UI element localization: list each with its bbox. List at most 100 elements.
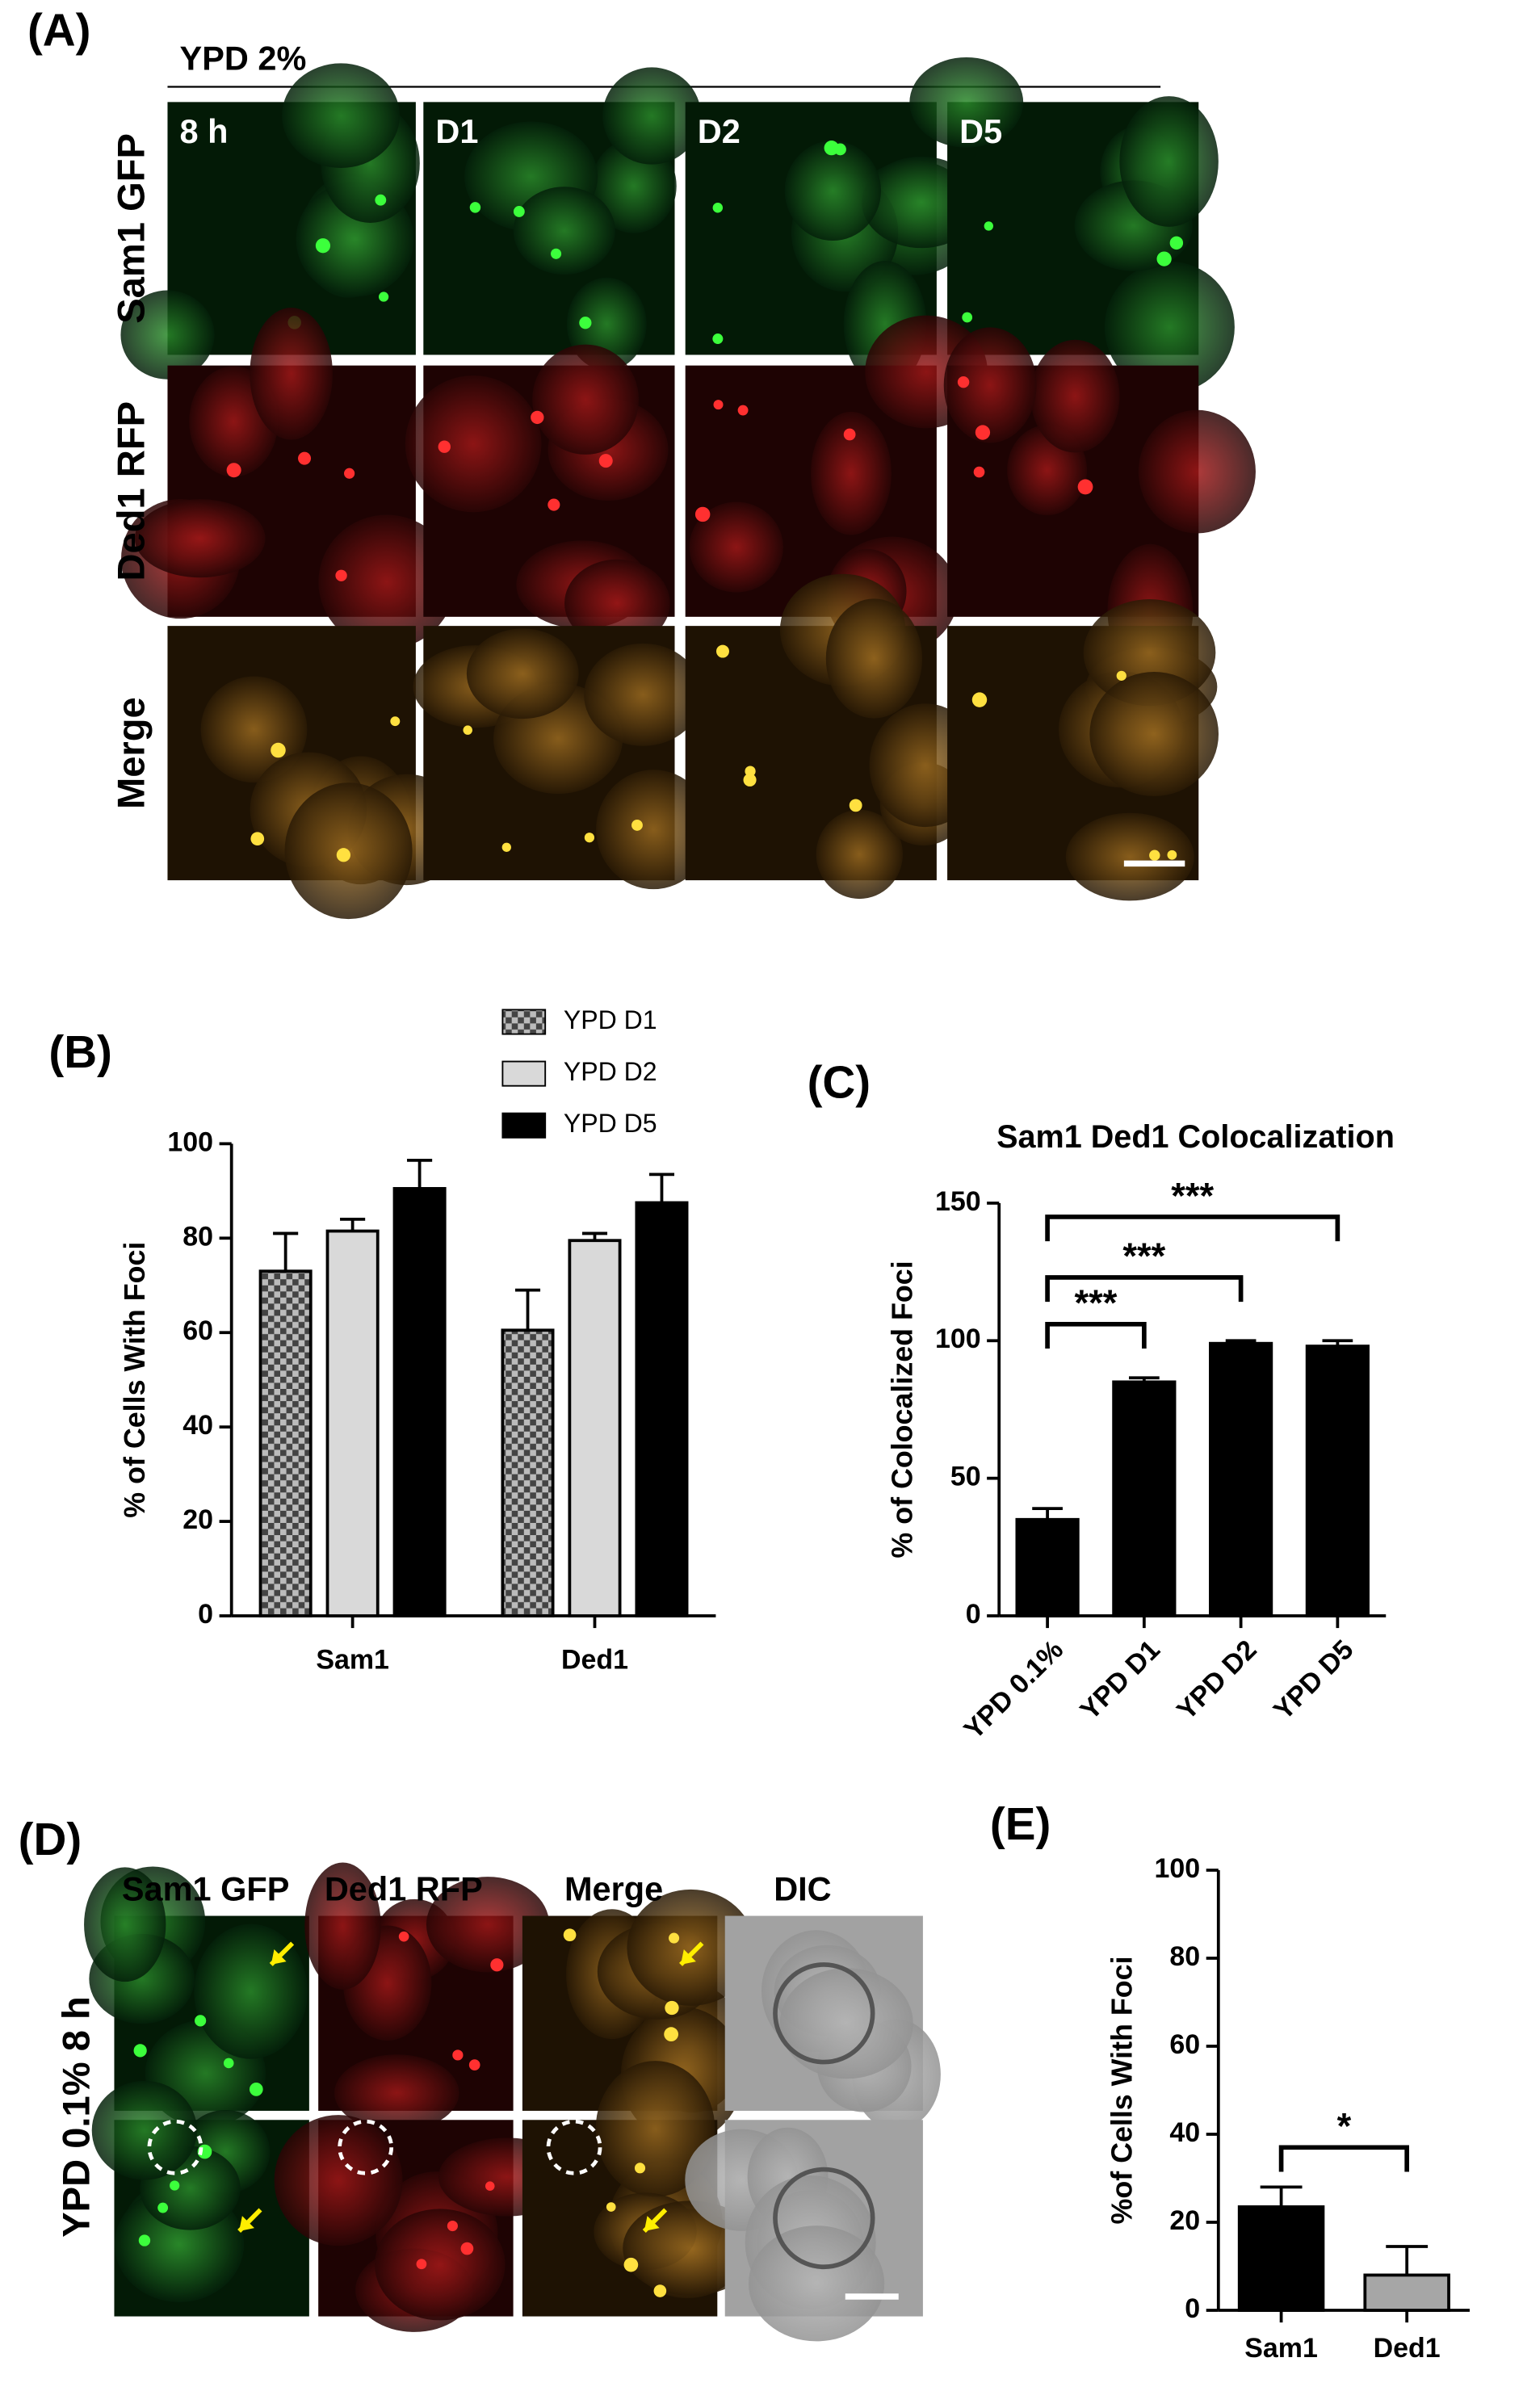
focus — [653, 2284, 667, 2297]
bar — [325, 1229, 380, 1617]
cell — [816, 809, 903, 900]
y-tick-label: 150 — [935, 1186, 981, 1217]
significance-bracket — [1045, 1214, 1340, 1242]
focus — [157, 2202, 169, 2213]
x-tick-label: Sam1 — [1244, 2333, 1318, 2364]
cell-outline — [773, 2167, 875, 2270]
focus — [743, 773, 757, 787]
focus — [962, 312, 973, 323]
focus — [271, 742, 286, 758]
column-label: D2 — [698, 112, 741, 150]
row-label: Merge — [109, 697, 152, 809]
focus — [1169, 236, 1184, 250]
y-tick-label: 80 — [183, 1221, 213, 1252]
focus — [664, 2027, 679, 2042]
focus — [1167, 850, 1177, 860]
focus — [249, 2083, 263, 2096]
cell — [304, 1862, 381, 1990]
bar — [568, 1239, 622, 1617]
focus — [551, 248, 562, 259]
focus — [460, 2242, 474, 2255]
y-axis-label: %of Cells With Foci — [1106, 1956, 1138, 2224]
cell — [602, 67, 702, 165]
bar — [1237, 2205, 1325, 2312]
panel-a-header: YPD 2% — [180, 39, 307, 77]
cell — [825, 598, 923, 719]
focus — [1149, 850, 1160, 861]
y-tick-label: 40 — [1169, 2117, 1200, 2148]
cell — [84, 1867, 166, 1982]
focus — [298, 451, 312, 465]
bar — [258, 1269, 313, 1617]
focus — [485, 2181, 495, 2191]
y-tick-label: 40 — [183, 1410, 213, 1441]
cell — [532, 344, 640, 455]
cell — [909, 57, 1024, 148]
significance-bracket — [1045, 1322, 1147, 1349]
chart-title: Sam1 Ded1 Colocalization — [996, 1119, 1395, 1155]
cell — [1065, 812, 1194, 901]
focus — [713, 400, 724, 410]
highlight-circle — [546, 2119, 602, 2175]
arrow-head — [644, 2216, 660, 2231]
x-tick-label: Ded1 — [1374, 2333, 1441, 2364]
focus — [170, 2180, 180, 2191]
focus — [378, 292, 389, 302]
focus — [336, 848, 351, 862]
focus — [971, 692, 988, 707]
focus — [416, 2259, 427, 2270]
focus — [133, 2044, 147, 2058]
focus — [975, 425, 991, 440]
cell — [405, 375, 542, 513]
legend-label: YPD D2 — [564, 1057, 657, 1086]
x-tick-label: YPD D2 — [1171, 1634, 1263, 1726]
focus — [694, 506, 711, 522]
cell — [810, 411, 892, 535]
focus — [669, 1932, 680, 1944]
arrow-head — [271, 1949, 287, 1965]
focus — [584, 833, 595, 843]
significance-bracket — [1278, 2145, 1410, 2172]
cell — [426, 1877, 550, 1973]
x-tick-label: Sam1 — [316, 1645, 389, 1676]
column-label: D5 — [959, 112, 1002, 150]
cell — [595, 2061, 715, 2197]
cell — [91, 2080, 197, 2180]
focus — [138, 2234, 151, 2246]
arrow-head — [681, 1949, 696, 1965]
y-tick-label: 100 — [1155, 1853, 1201, 1884]
focus — [598, 454, 613, 468]
y-axis-label: % of Colocalized Foci — [887, 1261, 919, 1558]
significance-label: *** — [1171, 1175, 1214, 1216]
y-tick-label: 0 — [1185, 2293, 1200, 2324]
focus — [513, 206, 525, 217]
panel-label: (C) — [808, 1057, 871, 1108]
x-tick-label: YPD D1 — [1074, 1634, 1166, 1726]
focus — [468, 2059, 480, 2070]
focus — [1077, 479, 1093, 495]
row-label: Sam1 GFP — [109, 133, 152, 324]
focus — [452, 2049, 464, 2061]
focus — [606, 2202, 616, 2212]
y-tick-label: 20 — [1169, 2205, 1200, 2236]
focus — [712, 334, 724, 345]
focus — [634, 2163, 646, 2174]
cell — [334, 2054, 459, 2132]
focus — [250, 832, 265, 846]
cell — [564, 559, 670, 648]
cell — [1104, 261, 1235, 393]
column-label: Ded1 RFP — [325, 1869, 483, 1907]
focus — [375, 194, 387, 206]
y-tick-label: 0 — [198, 1599, 213, 1630]
focus — [843, 428, 856, 441]
y-axis-label: % of Cells With Foci — [119, 1242, 151, 1518]
focus — [501, 842, 511, 852]
focus — [737, 405, 749, 416]
focus — [490, 1958, 504, 1972]
cell — [250, 308, 333, 440]
cell — [466, 628, 579, 719]
bar — [1209, 1341, 1273, 1617]
cell — [318, 514, 455, 649]
bar — [1112, 1380, 1177, 1617]
row-label: YPD 0.1% 8 h — [55, 1996, 98, 2238]
